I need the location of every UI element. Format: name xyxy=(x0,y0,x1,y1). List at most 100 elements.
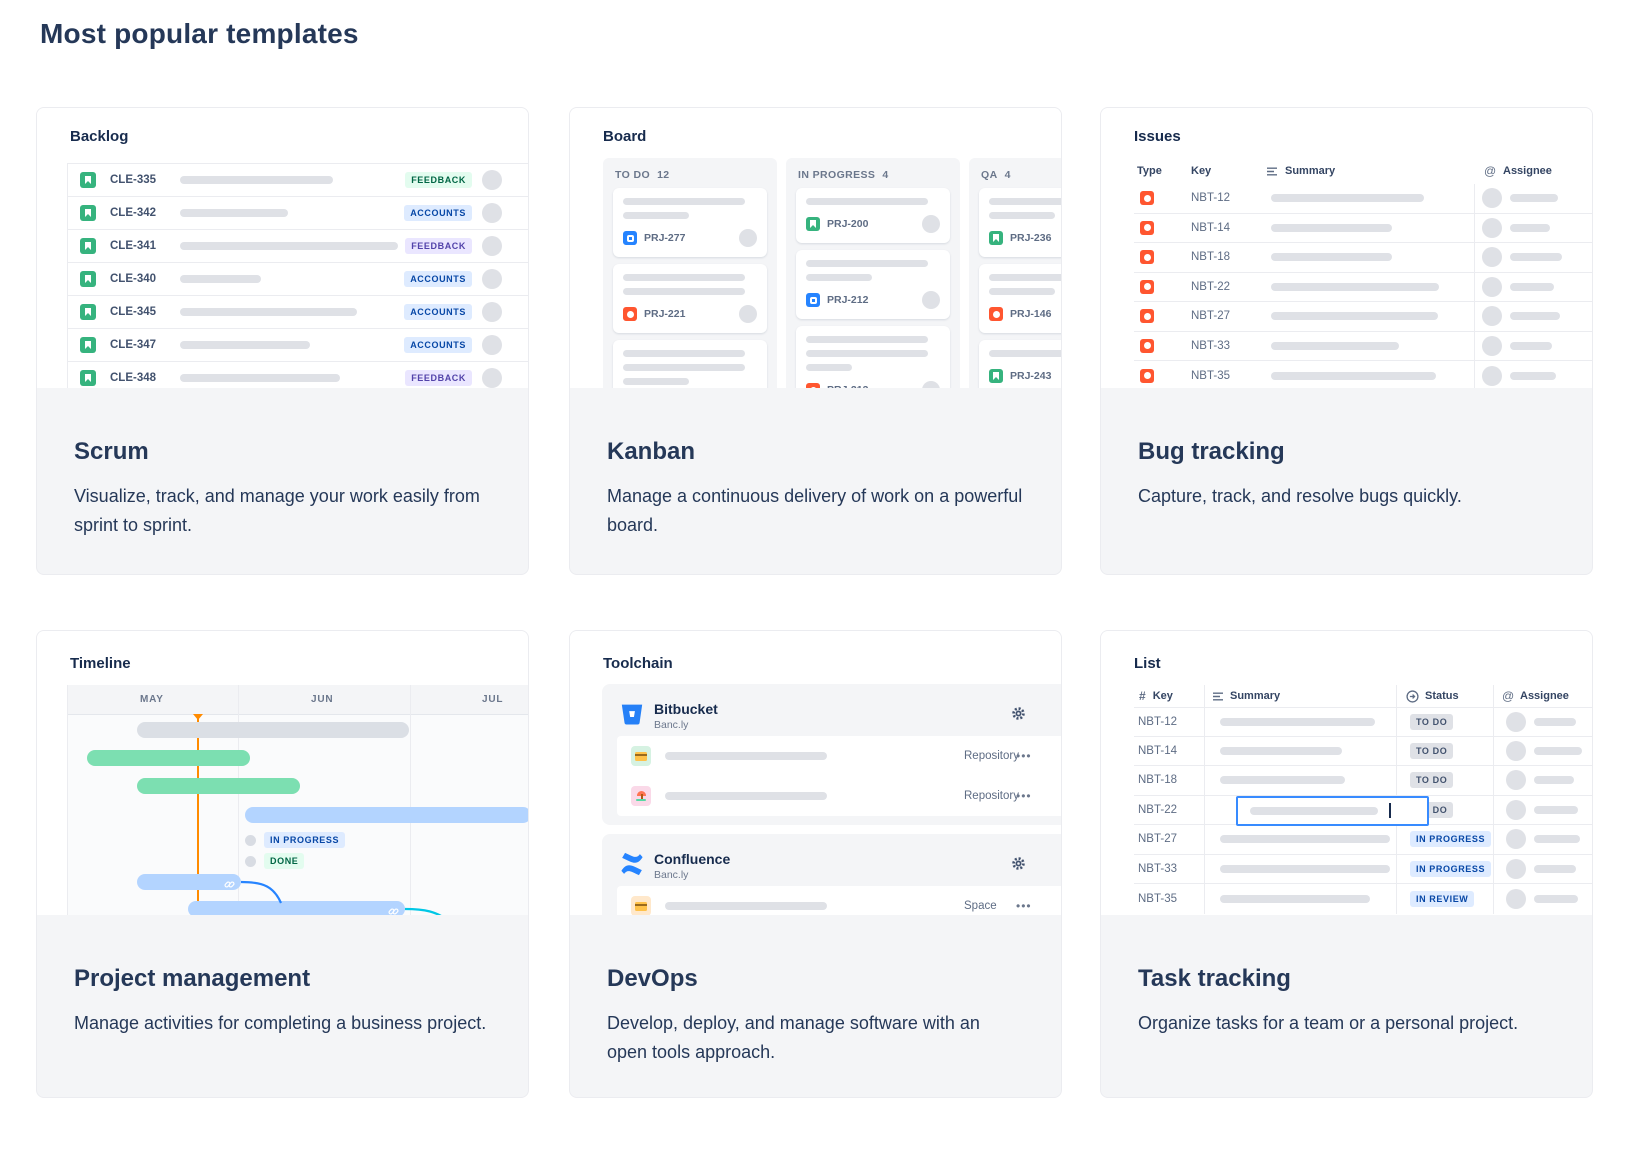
legend-done: DONE xyxy=(245,853,305,869)
tool-item-list: Space ••• xyxy=(617,886,1061,915)
summary-edit-cell[interactable] xyxy=(1236,795,1429,826)
issue-key: NBT-27 xyxy=(1138,833,1177,846)
tool-name: Bitbucket xyxy=(654,700,718,717)
summary-skeleton xyxy=(1220,717,1375,726)
label-badge: ACCOUNTS xyxy=(404,271,472,287)
story-icon xyxy=(80,205,96,221)
column-divider xyxy=(1474,184,1475,388)
avatar xyxy=(922,291,940,309)
label-badge: ACCOUNTS xyxy=(404,337,472,353)
bug-icon xyxy=(623,307,637,321)
label-badge: FEEDBACK xyxy=(405,370,472,386)
avatar xyxy=(245,834,256,846)
tool-item-list: Repository ••• Repository ••• xyxy=(617,736,1061,816)
task-icon xyxy=(623,231,637,245)
scrum-info: Scrum Visualize, track, and manage your … xyxy=(37,388,528,540)
toolchain-title: Toolchain xyxy=(603,655,673,672)
assignee-skeleton xyxy=(1534,746,1582,755)
label-badge: ACCOUNTS xyxy=(404,304,472,320)
assignee-skeleton xyxy=(1510,312,1560,321)
more-icon: ••• xyxy=(1016,749,1032,763)
status-badge: IN PROGRESS xyxy=(1410,831,1492,848)
tool-panel-bitbucket: Bitbucket Banc.ly Repository ••• xyxy=(602,684,1061,825)
avatar xyxy=(922,215,940,233)
list-row: NBT-12 TO DO xyxy=(1134,707,1592,737)
assignee-cell xyxy=(1482,188,1558,209)
month-label: JUL xyxy=(482,694,504,705)
avatar xyxy=(482,236,502,256)
template-title: Project management xyxy=(74,965,311,992)
bug-icon xyxy=(989,307,1003,321)
board-card: PRJ-213 xyxy=(796,326,950,388)
tool-org: Banc.ly xyxy=(654,719,689,732)
issue-key: NBT-35 xyxy=(1191,369,1230,382)
col-summary: Summary xyxy=(1230,690,1281,702)
tool-org: Banc.ly xyxy=(654,869,689,882)
gear-icon xyxy=(1011,706,1026,726)
beach-emoji-icon xyxy=(631,786,651,806)
assignee-skeleton xyxy=(1534,717,1576,726)
template-card-scrum[interactable]: Backlog CLE-335 FEEDBACK CLE-342 ACCOUNT… xyxy=(36,107,529,575)
col-summary: Summary xyxy=(1285,165,1336,177)
summary-skeleton xyxy=(180,308,357,316)
month-label: MAY xyxy=(140,694,164,705)
column-header: IN PROGRESS 4 xyxy=(798,169,889,181)
story-icon xyxy=(80,172,96,188)
devops-info: DevOps Develop, deploy, and manage softw… xyxy=(570,915,1061,1067)
template-description: Visualize, track, and manage your work e… xyxy=(74,486,480,536)
status-badge: TO DO xyxy=(1410,742,1454,759)
story-icon xyxy=(989,369,1003,383)
issue-key: NBT-18 xyxy=(1191,251,1230,264)
toolchain-preview: Toolchain Bitbucket Banc.ly Repository xyxy=(570,631,1061,915)
avatar xyxy=(1482,335,1502,356)
column-header: QA 4 xyxy=(981,169,1011,181)
board-card: PRJ-236 xyxy=(979,188,1061,257)
board-card: PRJ-221 xyxy=(613,264,767,333)
card-emoji-icon xyxy=(631,896,651,915)
label-badge: FEEDBACK xyxy=(405,172,472,188)
summary-skeleton xyxy=(180,275,261,283)
more-icon: ••• xyxy=(1016,899,1032,913)
template-card-devops[interactable]: Toolchain Bitbucket Banc.ly Repository xyxy=(569,630,1062,1098)
issue-key: NBT-27 xyxy=(1191,310,1230,323)
gantt-bar-green xyxy=(87,750,250,766)
timeline-title: Timeline xyxy=(70,655,131,672)
item-skeleton xyxy=(665,752,827,760)
template-title: Scrum xyxy=(74,438,149,465)
summary-skeleton xyxy=(1271,371,1436,380)
assignee-cell xyxy=(1506,829,1580,850)
item-skeleton xyxy=(665,902,827,910)
bug-icon xyxy=(1140,368,1154,383)
task-icon xyxy=(806,293,820,307)
today-marker-cap xyxy=(193,714,203,720)
gantt-chart: MAY JUN JUL IN PROGRESS DONE xyxy=(67,685,528,915)
assignee-skeleton xyxy=(1510,253,1562,262)
column-divider xyxy=(1204,685,1205,914)
template-card-bug-tracking[interactable]: Issues Type Key Summary @ Assignee NBT-1… xyxy=(1100,107,1593,575)
template-card-task-tracking[interactable]: List # Key Summary Status @ Assignee NBT… xyxy=(1100,630,1593,1098)
issue-key: CLE-341 xyxy=(110,240,157,252)
template-card-project-management[interactable]: Timeline MAY JUN JUL IN PROGRESS xyxy=(36,630,529,1098)
template-card-kanban[interactable]: Board TO DO 12 PRJ-277 xyxy=(569,107,1062,575)
assignee-cell xyxy=(1506,740,1582,761)
issue-row: NBT-18 xyxy=(1134,243,1592,273)
bug-icon xyxy=(1140,250,1154,265)
avatar xyxy=(482,269,502,289)
issue-row: NBT-12 xyxy=(1134,184,1592,214)
col-assignee: Assignee xyxy=(1503,165,1552,177)
issue-key: NBT-18 xyxy=(1138,774,1177,787)
task-tracking-info: Task tracking Organize tasks for a team … xyxy=(1101,915,1592,1038)
issue-row: NBT-35 xyxy=(1134,361,1592,388)
avatar xyxy=(1506,770,1526,791)
issue-key: CLE-347 xyxy=(110,339,157,351)
column-divider xyxy=(1493,685,1494,914)
list-row: NBT-33 IN PROGRESS xyxy=(1134,855,1592,884)
item-skeleton xyxy=(665,792,827,800)
summary-skeleton xyxy=(1271,194,1424,203)
avatar xyxy=(1506,829,1526,850)
tool-panel-confluence: Confluence Banc.ly Space ••• xyxy=(602,834,1061,915)
board-title: Board xyxy=(603,128,647,145)
col-status: Status xyxy=(1425,690,1459,702)
page-title: Most popular templates xyxy=(40,18,359,49)
